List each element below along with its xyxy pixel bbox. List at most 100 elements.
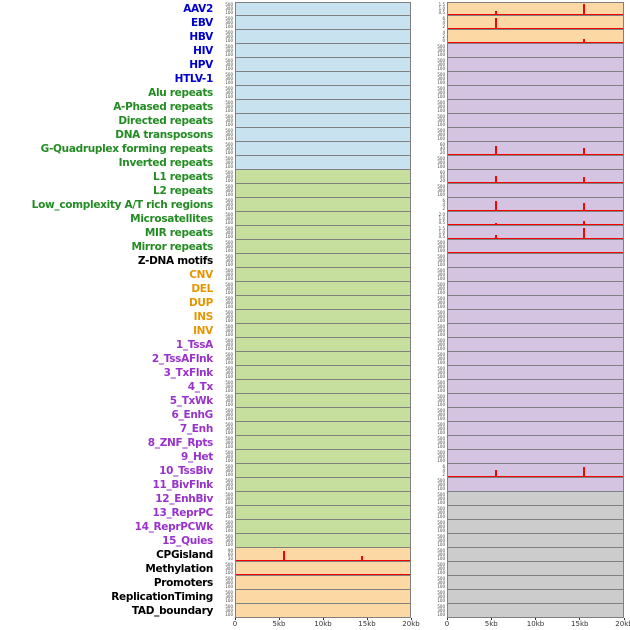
track-panel-left — [235, 44, 411, 58]
y-tick-label: 500 — [437, 324, 445, 329]
x-tick-label: 10kb — [314, 620, 332, 628]
track-panel-left — [235, 520, 411, 534]
y-tick-label: 300 — [225, 412, 233, 417]
row-label: MIR repeats — [144, 227, 213, 239]
y-tick-label: 500 — [225, 604, 233, 609]
y-tick-label: 500 — [437, 408, 445, 413]
y-tick-label: 2.0 — [438, 212, 445, 217]
y-tick-label: 100 — [225, 612, 233, 617]
y-tick-label: 100 — [437, 192, 445, 197]
track-row: EBV 500 300 100 6 4 2 — [0, 16, 630, 30]
y-tick-label: 500 — [437, 310, 445, 315]
y-axis-ticks: 60 40 20 — [411, 170, 447, 184]
track-panel-left — [235, 86, 411, 100]
track-row: MIR repeats 500 300 100 1.5 1.0 0.5 — [0, 226, 630, 240]
y-tick-label: 500 — [225, 30, 233, 35]
track-panel-right — [447, 212, 624, 226]
y-tick-label: 500 — [225, 576, 233, 581]
y-tick-label: 100 — [437, 514, 445, 519]
y-axis-ticks: 500 300 100 — [411, 128, 447, 142]
track-panel-right — [447, 114, 624, 128]
y-tick-label: 500 — [437, 576, 445, 581]
y-tick-label: 100 — [225, 472, 233, 477]
y-tick-label: 500 — [437, 254, 445, 259]
row-label: Alu repeats — [148, 87, 213, 99]
y-tick-label: 100 — [437, 66, 445, 71]
y-tick-label: 500 — [437, 492, 445, 497]
y-tick-label: 100 — [225, 500, 233, 505]
y-tick-label: 100 — [437, 416, 445, 421]
track-panel-right — [447, 128, 624, 142]
y-tick-label: 500 — [225, 212, 233, 217]
y-tick-label: 100 — [225, 66, 233, 71]
track-panel-right — [447, 408, 624, 422]
track-panel-right — [447, 394, 624, 408]
y-tick-label: 100 — [225, 458, 233, 463]
y-tick-label: 500 — [225, 142, 233, 147]
y-axis-ticks: 500 300 100 — [411, 352, 447, 366]
y-tick-label: 300 — [225, 510, 233, 515]
track-panel-left — [235, 478, 411, 492]
track-row: Inverted repeats 500 300 100 500 300 100 — [0, 156, 630, 170]
y-tick-label: 300 — [225, 230, 233, 235]
y-tick-label: 100 — [225, 332, 233, 337]
x-axis-tick-mark — [278, 618, 280, 620]
y-tick-label: 100 — [437, 108, 445, 113]
y-axis-ticks: 500 300 100 — [219, 170, 235, 184]
y-tick-label: 100 — [225, 108, 233, 113]
x-axis-row: 0 5kb 10kb 15kb 20kb 0 5kb 10kb 15kb 20kb — [0, 618, 630, 630]
y-tick-label: 500 — [225, 562, 233, 567]
y-axis-ticks: 500 300 100 — [411, 478, 447, 492]
track-panel-right — [447, 380, 624, 394]
track-panel-left — [235, 128, 411, 142]
signal-spike — [582, 228, 585, 239]
y-tick-label: 500 — [225, 436, 233, 441]
y-tick-label: 60 — [439, 170, 445, 175]
y-tick-label: 100 — [225, 164, 233, 169]
row-label: HIV — [193, 45, 213, 57]
y-tick-label: 100 — [225, 220, 233, 225]
track-panel-left — [235, 436, 411, 450]
y-tick-label: 300 — [437, 272, 445, 277]
signal-baseline — [448, 224, 623, 225]
track-panel-left — [235, 562, 411, 576]
track-row: Directed repeats 500 300 100 500 300 100 — [0, 114, 630, 128]
y-axis-ticks: 500 300 100 — [219, 310, 235, 324]
y-axis-ticks: 500 300 100 — [411, 310, 447, 324]
y-tick-label: 300 — [225, 356, 233, 361]
track-panel-left — [235, 268, 411, 282]
x-axis-tick-mark — [535, 618, 536, 620]
y-tick-label: 300 — [437, 384, 445, 389]
y-tick-label: 500 — [437, 100, 445, 105]
signal-spike — [495, 235, 498, 239]
y-tick-label: 500 — [225, 422, 233, 427]
y-tick-label: 500 — [225, 380, 233, 385]
row-label: ReplicationTiming — [111, 591, 213, 603]
y-axis-ticks: 500 300 100 — [219, 114, 235, 128]
track-panel-right — [447, 198, 624, 212]
y-tick-label: 6 — [442, 464, 445, 469]
y-axis-ticks: 500 300 100 — [219, 534, 235, 548]
y-tick-label: 500 — [437, 338, 445, 343]
y-tick-label: 300 — [437, 608, 445, 613]
y-tick-label: 300 — [225, 146, 233, 151]
y-tick-label: 100 — [437, 612, 445, 617]
track-row: 13_ReprPC 500 300 100 500 300 100 — [0, 506, 630, 520]
row-label: 15_Quies — [162, 535, 213, 547]
y-tick-label: 300 — [225, 454, 233, 459]
track-panel-left — [235, 142, 411, 156]
y-tick-label: 500 — [437, 534, 445, 539]
track-panel-left — [235, 184, 411, 198]
track-row: 10_TssBiv 500 300 100 6 4 2 — [0, 464, 630, 478]
y-tick-label: 300 — [437, 552, 445, 557]
track-panel-left — [235, 394, 411, 408]
signal-baseline — [448, 14, 623, 15]
y-tick-label: 100 — [225, 234, 233, 239]
y-tick-label: 500 — [225, 464, 233, 469]
track-row: A-Phased repeats 500 300 100 500 300 100 — [0, 100, 630, 114]
row-label: INV — [193, 325, 213, 337]
track-panel-right — [447, 282, 624, 296]
y-tick-label: 500 — [225, 268, 233, 273]
x-axis-tick-mark — [410, 618, 412, 620]
y-tick-label: 500 — [437, 44, 445, 49]
